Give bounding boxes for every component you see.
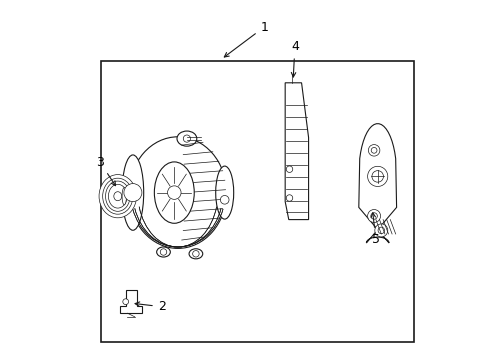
Ellipse shape [156, 247, 170, 257]
Bar [101, 61, 413, 342]
Ellipse shape [102, 178, 133, 214]
Polygon shape [285, 83, 308, 220]
Ellipse shape [99, 175, 136, 218]
Ellipse shape [129, 137, 226, 248]
Text: 1: 1 [224, 21, 268, 57]
Circle shape [220, 195, 228, 204]
Text: 2: 2 [135, 300, 165, 313]
Circle shape [183, 135, 190, 142]
Circle shape [122, 299, 128, 305]
Circle shape [123, 184, 142, 202]
Circle shape [367, 166, 387, 186]
Circle shape [285, 195, 292, 201]
Circle shape [374, 224, 387, 237]
Ellipse shape [114, 192, 122, 201]
Circle shape [160, 249, 166, 255]
Text: 5: 5 [370, 213, 379, 246]
Text: 3: 3 [96, 156, 115, 186]
Polygon shape [120, 290, 142, 313]
Circle shape [285, 166, 292, 172]
Ellipse shape [122, 155, 143, 230]
Ellipse shape [105, 181, 130, 211]
Ellipse shape [122, 188, 126, 205]
Circle shape [367, 210, 380, 222]
Circle shape [367, 145, 379, 156]
Polygon shape [358, 124, 396, 243]
Circle shape [192, 251, 199, 257]
Ellipse shape [215, 166, 233, 219]
Ellipse shape [108, 184, 127, 208]
Ellipse shape [189, 249, 203, 259]
Ellipse shape [177, 131, 196, 146]
Text: 4: 4 [290, 40, 298, 77]
Ellipse shape [154, 162, 194, 223]
Circle shape [167, 186, 181, 199]
